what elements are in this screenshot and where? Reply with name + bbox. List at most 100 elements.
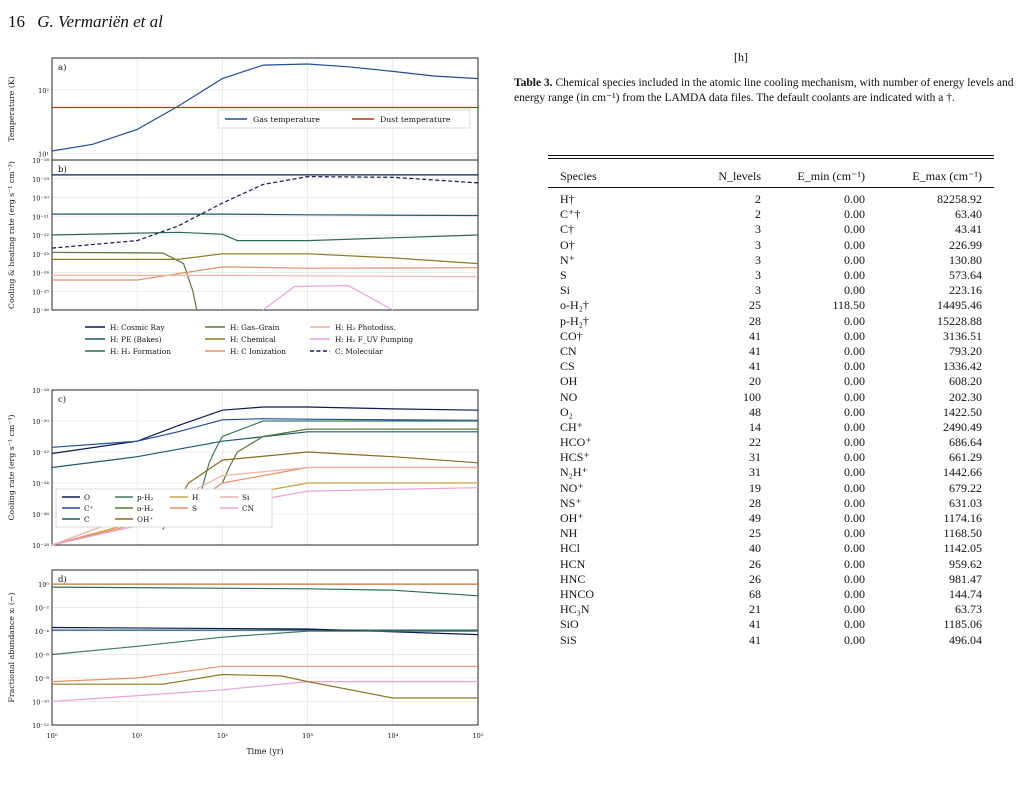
- table-row: O† 3 0.00 226.99: [548, 238, 994, 253]
- species-cell: C†: [560, 222, 575, 237]
- species-cell: HCl: [560, 541, 581, 556]
- legend-label: H: Chemical: [230, 335, 276, 344]
- table-row: HCl 40 0.00 1142.05: [548, 541, 994, 556]
- series-line: [51, 231, 479, 242]
- nlevels-cell: 19: [749, 480, 761, 495]
- series-line: [51, 626, 479, 636]
- y-tick-label: 10⁻²⁰: [32, 195, 49, 203]
- y-tick-label: 10⁰: [38, 581, 49, 589]
- emin-cell: 0.00: [844, 556, 865, 571]
- legend-box: [217, 109, 471, 129]
- nlevels-cell: 41: [749, 632, 761, 647]
- table-row: O₂ 48 0.00 1422.50: [548, 405, 994, 420]
- series-line: [51, 418, 479, 448]
- emin-cell: 0.00: [844, 328, 865, 343]
- legend-label: H: Gas–Grain: [230, 323, 280, 332]
- emax-cell: 981.47: [949, 571, 982, 586]
- legend-label: S: [192, 504, 197, 513]
- table-row: OH⁺ 49 0.00 1174.16: [548, 511, 994, 526]
- emax-cell: 793.20: [949, 343, 982, 358]
- legend-label: H: PE (Bakes): [110, 335, 162, 344]
- species-cell: SiO: [560, 617, 579, 632]
- series-line: [52, 266, 479, 281]
- panel-frame: [51, 569, 479, 726]
- table-row: NS⁺ 28 0.00 631.03: [548, 496, 994, 511]
- species-cell: CN: [560, 343, 577, 358]
- nlevels-cell: 49: [749, 511, 761, 526]
- legend-label: OH⁺: [137, 515, 153, 524]
- species-cell: Si: [560, 283, 571, 298]
- emin-cell: 0.00: [844, 495, 865, 510]
- series-line: [221, 428, 478, 484]
- table-row: o-H₂† 25 118.50 14495.46: [548, 298, 994, 313]
- y-tick-label: 10⁻²²: [32, 449, 49, 457]
- emax-cell: 1442.66: [943, 465, 982, 480]
- y-tick-label: 10¹: [38, 151, 49, 159]
- nlevels-cell: 48: [749, 404, 761, 419]
- table-header-row: Species N_levels E_min (cm⁻¹) E_max (cm⁻…: [548, 165, 994, 187]
- emin-cell: 0.00: [844, 192, 865, 207]
- y-tick-label: 10⁻²³: [32, 251, 49, 259]
- series-line: [262, 284, 394, 311]
- table-row: HC₃N 21 0.00 63.73: [548, 602, 994, 617]
- table-row: SiO 41 0.00 1185.06: [548, 617, 994, 632]
- nlevels-cell: 28: [749, 313, 761, 328]
- y-axis-label: Fractional abundance xᵢ (−): [7, 593, 16, 703]
- table-row: SiS 41 0.00 496.04: [548, 632, 994, 647]
- species-cell: N⁺: [560, 252, 575, 267]
- emax-cell: 43.41: [955, 222, 982, 237]
- emin-cell: 0.00: [844, 283, 865, 298]
- legend-label: CN: [242, 504, 255, 513]
- table-row: CN 41 0.00 793.20: [548, 344, 994, 359]
- nlevels-cell: 2: [755, 192, 761, 207]
- x-tick-label: 10⁵: [473, 732, 484, 740]
- nlevels-cell: 2: [755, 207, 761, 222]
- emax-cell: 82258.92: [937, 192, 982, 207]
- y-tick-label: 10⁻²⁸: [32, 542, 49, 550]
- species-cell: HNC: [560, 571, 586, 586]
- legend-label: Dust temperature: [380, 115, 451, 124]
- multi-panel-figure: 10¹ 10² a) Temperature (K) 10⁻²⁶ 10⁻²⁵ 10⁻²⁴ 10…: [7, 57, 484, 756]
- emin-cell: 0.00: [844, 419, 865, 434]
- species-cell: O₂: [560, 404, 573, 419]
- emin-cell: 0.00: [844, 374, 865, 389]
- species-cell: NS⁺: [560, 495, 582, 510]
- emin-cell: 118.50: [832, 298, 865, 313]
- table-row: HNC 26 0.00 981.47: [548, 572, 994, 587]
- legend-label: p-H₂: [137, 493, 153, 502]
- panel-letter: a): [58, 62, 66, 73]
- legend-label: H: [192, 493, 198, 502]
- nlevels-cell: 41: [749, 359, 761, 374]
- nlevels-cell: 21: [749, 602, 761, 617]
- emin-cell: 0.00: [844, 343, 865, 358]
- table-row: OH 20 0.00 608.20: [548, 374, 994, 389]
- species-cell: HCN: [560, 556, 586, 571]
- species-cell: CO†: [560, 328, 583, 343]
- caption-label: Table 3.: [514, 77, 553, 89]
- emin-cell: 0.00: [844, 404, 865, 419]
- nlevels-cell: 20: [749, 374, 761, 389]
- species-cell: O†: [560, 237, 575, 252]
- y-axis-label: Cooling rate (erg s⁻¹ cm⁻³): [7, 414, 16, 520]
- nlevels-cell: 3: [755, 268, 761, 283]
- nlevels-cell: 40: [749, 541, 761, 556]
- table-row: HCS⁺ 31 0.00 661.29: [548, 450, 994, 465]
- y-tick-label: 10²: [38, 87, 49, 95]
- legend-label: O: [84, 493, 90, 502]
- series-line: [52, 253, 479, 265]
- emin-cell: 0.00: [844, 465, 865, 480]
- table-row: CO† 41 0.00 3136.51: [548, 329, 994, 344]
- emax-cell: 63.40: [955, 207, 982, 222]
- emin-cell: 0.00: [844, 389, 865, 404]
- legend-label: H: H₂ Formation: [110, 347, 171, 356]
- emax-cell: 1185.06: [943, 617, 982, 632]
- legend-label: H: H₂ Photodiss.: [335, 323, 396, 332]
- emax-cell: 686.64: [949, 435, 982, 450]
- y-tick-label: 10⁻⁶: [35, 652, 50, 660]
- nlevels-cell: 3: [755, 252, 761, 267]
- species-cell: H†: [560, 192, 575, 207]
- y-tick-label: 10⁻¹⁹: [32, 176, 49, 184]
- table-row: NH 25 0.00 1168.50: [548, 526, 994, 541]
- nlevels-cell: 31: [749, 465, 761, 480]
- col-emax: E_max (cm⁻¹): [912, 168, 982, 183]
